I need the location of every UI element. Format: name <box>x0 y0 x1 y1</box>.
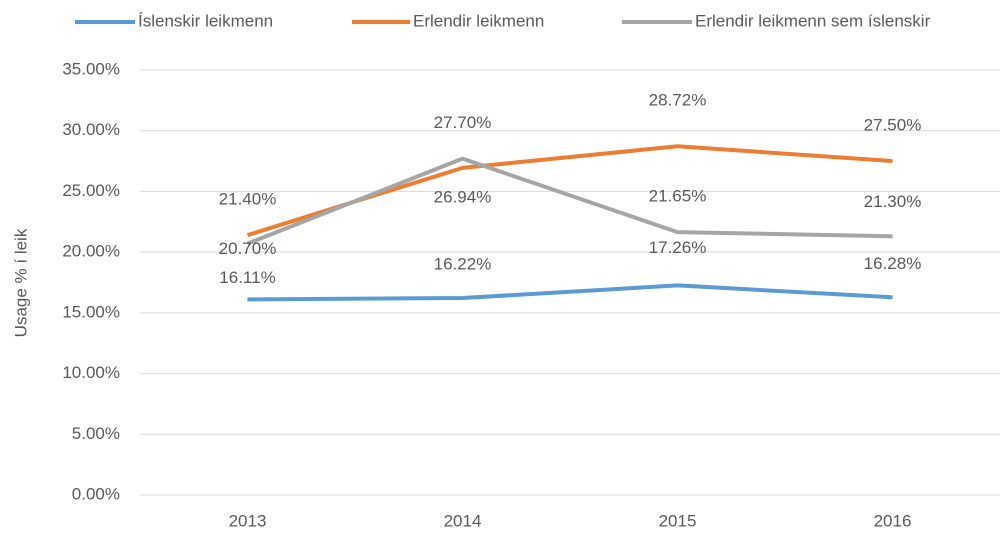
data-label: 27.50% <box>864 116 922 135</box>
series-line <box>246 156 893 246</box>
data-label: 16.28% <box>864 254 922 273</box>
data-label: 21.65% <box>649 187 707 206</box>
series-line <box>247 283 893 302</box>
data-label: 20.70% <box>219 239 277 258</box>
series-line <box>246 144 893 238</box>
x-tick-label: 2014 <box>444 511 482 530</box>
data-label: 16.11% <box>219 268 275 287</box>
data-label: 21.30% <box>864 192 922 211</box>
y-tick-label: 0.00% <box>72 484 120 503</box>
y-tick-label: 10.00% <box>62 363 120 382</box>
x-tick-label: 2015 <box>659 511 697 530</box>
data-label: 17.26% <box>649 238 707 257</box>
y-axis-title: Usage % í leik <box>11 228 30 337</box>
data-label: 26.94% <box>434 187 492 206</box>
x-tick-label: 2013 <box>229 511 267 530</box>
y-tick-label: 35.00% <box>62 59 120 78</box>
x-tick-label: 2016 <box>874 511 912 530</box>
y-tick-label: 15.00% <box>62 302 120 321</box>
data-label: 16.22% <box>434 255 492 274</box>
legend-label: Erlendir leikmenn sem íslenskir <box>695 11 931 30</box>
data-label: 27.70% <box>434 113 492 132</box>
legend-label: Erlendir leikmenn <box>413 11 544 30</box>
y-tick-label: 30.00% <box>62 120 120 139</box>
y-tick-label: 20.00% <box>62 242 120 261</box>
data-label: 28.72% <box>649 91 707 110</box>
data-label: 21.40% <box>219 190 277 209</box>
y-tick-label: 5.00% <box>72 424 120 443</box>
legend-label: Íslenskir leikmenn <box>138 11 273 30</box>
y-tick-label: 25.00% <box>62 181 120 200</box>
